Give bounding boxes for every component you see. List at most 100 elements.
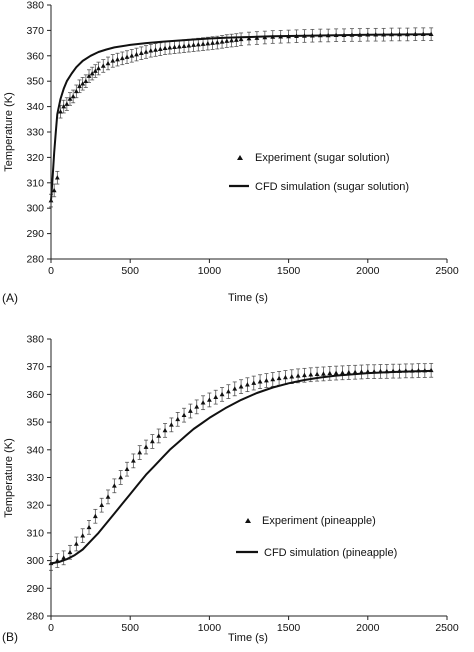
panel-b-legend-experiment: Experiment (pineapple) (262, 515, 376, 527)
panel-a-experiment-point (181, 43, 187, 48)
panel-b-experiment-point (295, 373, 301, 378)
panel-b-experiment-point (137, 449, 143, 455)
panel-b-experiment-point (168, 422, 174, 427)
panel-b-experiment-point (149, 438, 155, 444)
panel-b-experiment-points (48, 367, 434, 566)
panel-a-experiment-point (317, 32, 323, 38)
panel-b-experiment-point (86, 524, 92, 530)
panel-a-experiment-point (302, 33, 307, 38)
panel-a-experiment-point (157, 46, 163, 51)
panel-b-experiment-point (251, 380, 257, 385)
panel-a-x-tick-label: 2500 (435, 265, 459, 277)
panel-b-y-tick-label: 280 (26, 611, 44, 623)
panel-b-x-tick-label: 0 (48, 622, 54, 634)
panel-a-legend-experiment: Experiment (sugar solution) (255, 152, 390, 164)
panel-b-experiment-point (80, 533, 86, 538)
panel-a-experiment-point (143, 49, 149, 54)
panel-b-legend-simulation: CFD simulation (pineapple) (264, 547, 397, 559)
panel-b-experiment-point (403, 368, 409, 373)
panel-a-experiment-point (134, 51, 139, 57)
panel-a-experiment-point (119, 55, 125, 61)
panel-b-experiment-point (264, 377, 269, 383)
panel-b-experiment-point (245, 382, 250, 387)
panel-a-experiment-point (110, 58, 116, 63)
panel-b-experiment-point (61, 555, 67, 560)
panel-b-experiment-point (73, 541, 79, 546)
panel-b-x-tick-label: 1500 (277, 622, 301, 634)
panel-b-experiment-point (194, 404, 200, 409)
panel-a-y-axis-title: Temperature (K) (3, 92, 15, 171)
panel-b-y-tick-label: 310 (26, 527, 44, 539)
panel-b-experiment-point (283, 374, 288, 380)
panel-a-x-tick-label: 1000 (198, 265, 222, 277)
panel-b-experiment-point (130, 458, 136, 463)
panel-a-experiment-point (124, 54, 130, 59)
panel-a-experiment-point (219, 39, 225, 44)
panel-b-experiment-point (219, 391, 225, 397)
panel-a-experiment-point (54, 175, 60, 180)
panel-a-experiment-point (67, 96, 73, 101)
panel-b-experiment-point (340, 370, 345, 375)
panel-a-experiment-point (61, 104, 67, 109)
panel-a-experiment-point (405, 31, 410, 37)
panel-a-y-tick-label: 370 (26, 25, 44, 37)
panel-a-experiment-point (262, 34, 268, 40)
panel-b-experiment-point (390, 368, 396, 373)
panel-a-experiment-point (214, 39, 220, 45)
panel-b-experiment-point (352, 369, 358, 375)
panel-b-experiment-point (270, 376, 276, 382)
panel-a-experiment-point (233, 37, 239, 42)
panel-b-legend-triangle-marker (245, 518, 251, 523)
panel-b-experiment-point (321, 371, 326, 376)
panel-b-y-tick-label: 340 (26, 444, 44, 456)
panel-b-experiment-point (428, 367, 434, 373)
panel-a-legend: Experiment (sugar solution) CFD simulati… (229, 152, 409, 193)
panel-a-experiment-point (365, 32, 371, 37)
panel-a-experiment-point (148, 48, 154, 53)
panel-b: 280 290 300 310 320 330 340 350 360 370 380 0 500 10… (2, 334, 459, 645)
panel-b-experiment-point (346, 369, 352, 375)
panel-a-experiment-points (48, 31, 434, 203)
panel-b-experiment-point (289, 374, 295, 379)
panel-b-experiment-point (118, 474, 124, 480)
panel-a-y-tick-label: 280 (26, 254, 44, 266)
panel-a-x-tick-label: 1500 (277, 265, 301, 277)
panel-a-experiment-point (167, 45, 173, 50)
panel-a-legend-triangle-marker (237, 155, 243, 160)
panel-b-experiment-point (308, 372, 314, 377)
panel-b-experiment-point (416, 367, 421, 373)
panel-a-experiment-point (210, 40, 215, 45)
panel-a-experiment-point (246, 35, 252, 41)
panel-b-experiment-point (111, 483, 117, 488)
panel-b-experiment-point (422, 367, 428, 373)
panel-b-experiment-point (384, 368, 390, 374)
panel-b-experiment-point (156, 433, 162, 438)
panel-a-y-tick-label: 350 (26, 76, 44, 88)
panel-a-y-tick-label: 360 (26, 50, 44, 62)
panel-a-y-tick-label: 340 (26, 101, 44, 113)
panel-b-experiment-point (371, 369, 377, 374)
panel-a-experiment-point (115, 57, 120, 62)
panel-b-experiment-point (409, 368, 415, 373)
panel-b-x-tick-label: 1000 (198, 622, 222, 634)
panel-a-experiment-point (86, 73, 92, 78)
panel-a-experiment-point (73, 88, 79, 94)
panel-b-experiment-point (92, 513, 98, 519)
panel-a-experiment-point (96, 65, 101, 71)
panel-b-y-tick-label: 380 (26, 334, 44, 346)
panel-b-x-tick-label: 2500 (435, 622, 459, 634)
panel-a-experiment-point (191, 42, 196, 47)
panel-a-experiment-point (381, 32, 387, 37)
panel-a-experiment-point (397, 31, 402, 37)
panel-b-experiment-point (333, 370, 339, 375)
panel-b-experiment-point (359, 369, 364, 374)
panel-a-y-tick-label: 380 (26, 0, 44, 12)
panel-b-experiment-point (143, 444, 149, 449)
panel-a-experiment-point (100, 63, 106, 68)
panel-b-plot-area (51, 339, 447, 616)
panel-b-experiment-point (302, 372, 307, 378)
panel-a-x-tick-label: 0 (48, 265, 54, 277)
panel-b-simulation (50, 369, 432, 565)
panel-a-experiment-point (89, 70, 95, 76)
